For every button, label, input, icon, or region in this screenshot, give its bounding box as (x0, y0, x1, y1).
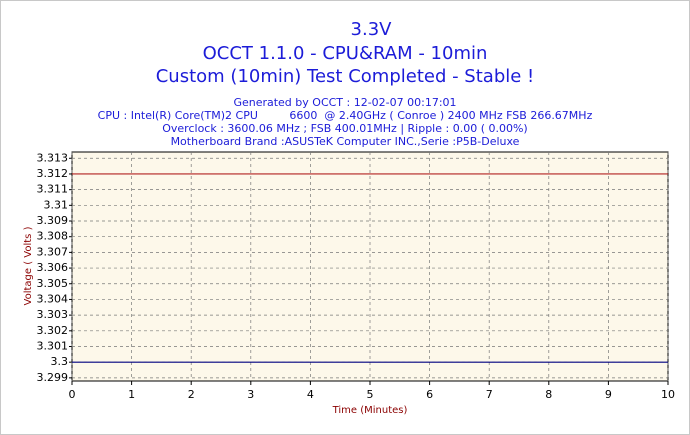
x-tick-label: 4 (307, 388, 314, 401)
x-tick-label: 3 (247, 388, 254, 401)
y-tick-label: 3.313 (37, 151, 69, 164)
x-tick-label: 0 (69, 388, 76, 401)
subtitle: Motherboard Brand :ASUSTeK Computer INC.… (171, 135, 520, 148)
x-tick-label: 7 (486, 388, 493, 401)
y-tick-label: 3.302 (37, 324, 69, 337)
y-tick-label: 3.305 (37, 277, 69, 290)
y-tick-label: 3.304 (37, 292, 69, 305)
x-tick-label: 5 (367, 388, 374, 401)
y-tick-label: 3.307 (37, 245, 69, 258)
subtitle: Overclock : 3600.06 MHz ; FSB 400.01MHz … (162, 122, 527, 135)
x-tick-label: 8 (545, 388, 552, 401)
x-tick-label: 10 (661, 388, 675, 401)
subtitle: Generated by OCCT : 12-02-07 00:17:01 (233, 96, 456, 109)
y-tick-label: 3.311 (37, 183, 69, 196)
x-tick-label: 6 (426, 388, 433, 401)
x-tick-label: 2 (188, 388, 195, 401)
y-tick-label: 3.3 (51, 355, 69, 368)
x-tick-label: 9 (605, 388, 612, 401)
y-tick-label: 3.309 (37, 214, 69, 227)
subtitle: CPU : Intel(R) Core(TM)2 CPU 6600 @ 2.40… (98, 109, 593, 122)
y-tick-label: 3.306 (37, 261, 69, 274)
y-axis-label: Voltage ( Volts ) (23, 226, 34, 305)
y-tick-label: 3.299 (37, 371, 69, 384)
y-tick-label: 3.312 (37, 167, 69, 180)
chart-title: Custom (10min) Test Completed - Stable ! (156, 66, 535, 87)
chart-title: OCCT 1.1.0 - CPU&RAM - 10min (203, 43, 488, 64)
y-tick-label: 3.303 (37, 308, 69, 321)
y-tick-label: 3.31 (44, 198, 69, 211)
x-axis-label: Time (Minutes) (332, 405, 408, 416)
chart-title: 3.3V (351, 19, 393, 40)
x-tick-label: 1 (128, 388, 135, 401)
y-tick-label: 3.308 (37, 230, 69, 243)
y-tick-label: 3.301 (37, 339, 69, 352)
